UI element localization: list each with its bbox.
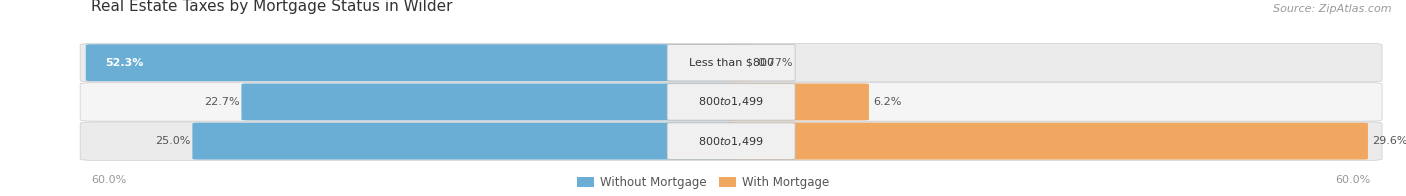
FancyBboxPatch shape [725,123,1368,160]
Legend: Without Mortgage, With Mortgage: Without Mortgage, With Mortgage [572,172,834,194]
Text: Source: ZipAtlas.com: Source: ZipAtlas.com [1274,4,1392,14]
FancyBboxPatch shape [80,122,1382,160]
FancyBboxPatch shape [242,83,737,120]
Text: 25.0%: 25.0% [156,136,191,146]
Text: 0.77%: 0.77% [758,58,793,68]
FancyBboxPatch shape [668,44,796,81]
Text: Less than $800: Less than $800 [689,58,773,68]
Text: 60.0%: 60.0% [91,175,127,185]
Text: 6.2%: 6.2% [873,97,901,107]
Text: 29.6%: 29.6% [1372,136,1406,146]
FancyBboxPatch shape [725,83,869,120]
Text: $800 to $1,499: $800 to $1,499 [699,135,763,148]
FancyBboxPatch shape [668,123,796,159]
FancyBboxPatch shape [80,44,1382,82]
FancyBboxPatch shape [193,123,737,160]
Text: $800 to $1,499: $800 to $1,499 [699,95,763,108]
FancyBboxPatch shape [80,83,1382,121]
FancyBboxPatch shape [668,84,796,120]
Text: 52.3%: 52.3% [105,58,143,68]
FancyBboxPatch shape [725,44,754,81]
FancyBboxPatch shape [86,44,737,81]
Text: 22.7%: 22.7% [204,97,240,107]
Text: 60.0%: 60.0% [1336,175,1371,185]
Text: Real Estate Taxes by Mortgage Status in Wilder: Real Estate Taxes by Mortgage Status in … [91,0,453,14]
